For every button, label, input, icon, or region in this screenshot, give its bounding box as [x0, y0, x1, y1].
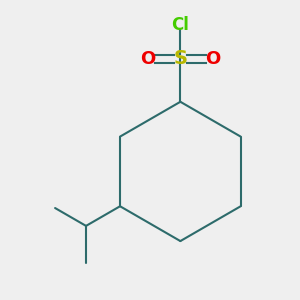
- Text: O: O: [141, 50, 156, 68]
- Text: S: S: [173, 50, 188, 68]
- Text: O: O: [205, 50, 220, 68]
- Text: Cl: Cl: [171, 16, 189, 34]
